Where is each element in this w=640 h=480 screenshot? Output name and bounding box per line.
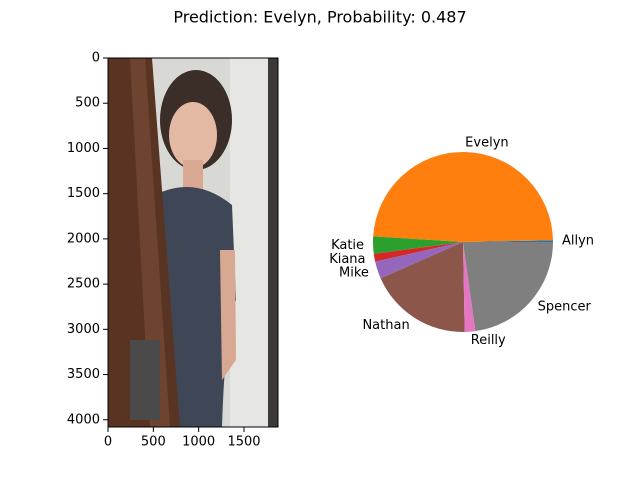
door-handle (130, 340, 160, 420)
image-frame (107, 57, 279, 428)
x-tick-label: 1000 (182, 435, 215, 450)
pie-slice (380, 242, 465, 332)
pie-slice (373, 242, 463, 262)
face (169, 102, 217, 168)
y-tick-label: 2500 (67, 277, 100, 292)
y-tick-label: 1000 (67, 141, 100, 156)
arm (220, 250, 236, 380)
pie-label: Mike (339, 265, 369, 280)
x-tick-label: 1500 (227, 435, 260, 450)
door-edge (130, 58, 170, 427)
pie-slice (373, 236, 463, 254)
pie-slice (373, 151, 553, 242)
pie-label: Reilly (471, 333, 506, 348)
pie-slice (463, 242, 476, 332)
y-tick-label: 500 (75, 96, 100, 111)
pie-label: Spencer (538, 300, 592, 315)
y-tick-label: 1500 (67, 186, 100, 201)
y-tick-label: 4000 (67, 412, 100, 427)
photo (108, 58, 278, 427)
y-tick-label: 3000 (67, 322, 100, 337)
door-frame (268, 58, 278, 427)
figure-title: Prediction: Evelyn, Probability: 0.487 (173, 8, 466, 27)
y-tick-label: 0 (92, 51, 100, 66)
neck (183, 160, 203, 190)
pie-label: Kiana (329, 252, 365, 267)
pie-label: Nathan (362, 318, 409, 333)
pie-slice (463, 242, 553, 332)
pie-label: Allyn (562, 234, 594, 249)
pie-slice (375, 242, 463, 279)
x-tick-label: 500 (141, 435, 166, 450)
y-tick-label: 2000 (67, 231, 100, 246)
pie-label: Evelyn (465, 136, 508, 151)
pie-slice (463, 240, 553, 242)
x-tick-label: 0 (104, 435, 112, 450)
y-tick-label: 3500 (67, 367, 100, 382)
pie-label: Katie (331, 238, 364, 253)
